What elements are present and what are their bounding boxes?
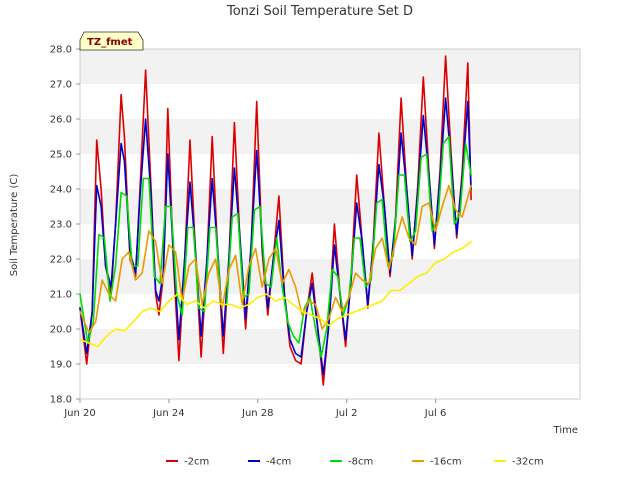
legend-entry: -2cm	[184, 457, 209, 468]
y-tick-label: 19.0	[50, 360, 72, 371]
grid-band	[80, 119, 580, 154]
legend: -2cm -4cm -8cm -16cm -32cm	[166, 457, 544, 468]
legend-entry: -16cm	[430, 457, 462, 468]
y-tick-label: 22.0	[50, 255, 72, 266]
grid-band	[80, 189, 580, 224]
series-line-4cmcm	[79, 97, 472, 376]
x-tick-label: Jul 2	[335, 408, 358, 419]
legend-entry: -8cm	[348, 457, 373, 468]
y-axis-label: Soil Temperature (C)	[9, 174, 20, 277]
y-tick-label: 25.0	[50, 150, 72, 161]
series-line-32cmcm	[79, 240, 472, 348]
y-tick-label: 24.0	[50, 185, 72, 196]
y-tick-label: 23.0	[50, 220, 72, 231]
badge: TZ_fmet	[79, 31, 144, 51]
x-tick-label: Jun 24	[152, 408, 185, 419]
y-tick-label: 26.0	[50, 115, 72, 126]
y-tick-label: 20.0	[50, 325, 72, 336]
grid-band	[80, 329, 580, 364]
badge-label: TZ_fmet	[87, 37, 133, 48]
grid-band	[80, 49, 580, 84]
y-tick-label: 18.0	[50, 395, 72, 406]
x-axis: Jun 20 Jun 24 Jun 28 Jul 2 Jul 6	[63, 399, 446, 419]
y-tick-label: 28.0	[50, 45, 72, 56]
legend-entry: -32cm	[512, 457, 544, 468]
x-tick-label: Jun 28	[241, 408, 274, 419]
y-tick-label: 21.0	[50, 290, 72, 301]
chart-title: Tonzi Soil Temperature Set D	[226, 4, 413, 19]
x-tick-label: Jul 6	[424, 408, 447, 419]
badge-shape	[79, 31, 144, 51]
y-axis: 18.0 19.0 20.0 21.0 22.0 23.0 24.0 25.0 26.0 27.0…	[50, 45, 80, 406]
legend-entry: -4cm	[266, 457, 291, 468]
series-line-8cmcm	[79, 135, 472, 358]
series-line-16cmcm	[79, 184, 472, 334]
series-lines	[79, 55, 472, 386]
x-axis-label: Time	[553, 425, 578, 436]
x-tick-label: Jun 20	[63, 408, 96, 419]
y-tick-label: 27.0	[50, 80, 72, 91]
grid-bands	[80, 49, 580, 364]
